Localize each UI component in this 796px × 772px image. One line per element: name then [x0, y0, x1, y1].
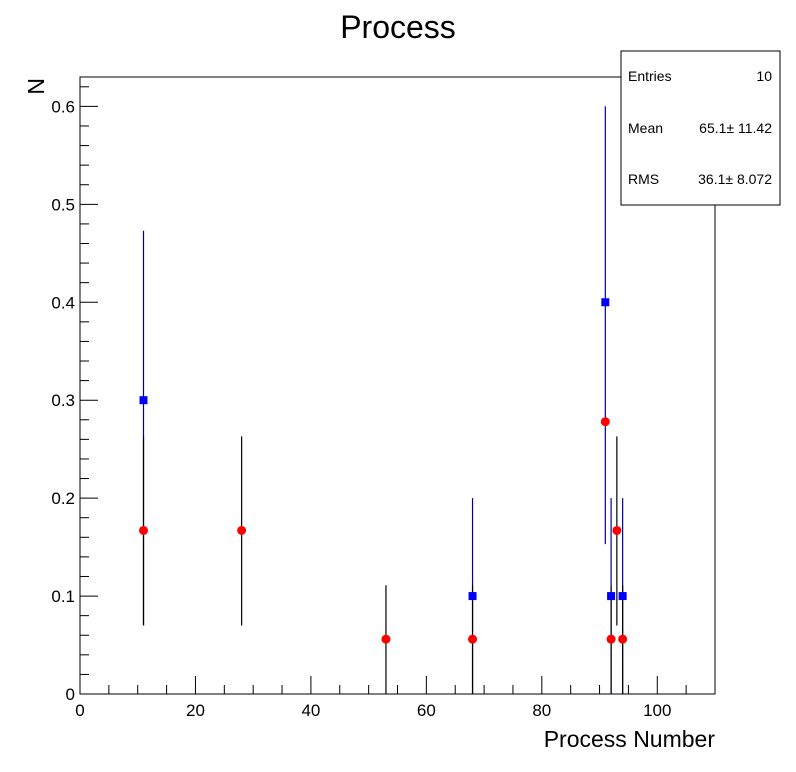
circle-marker	[612, 525, 622, 535]
plot-frame	[79, 76, 716, 695]
x-tick-label: 20	[186, 701, 205, 720]
x-tick-label: 0	[75, 701, 84, 720]
y-axis-label: N	[23, 78, 49, 95]
circle-marker	[618, 634, 628, 644]
y-tick-label: 0.1	[51, 587, 75, 606]
x-tick-label: 100	[643, 701, 671, 720]
square-marker	[139, 396, 148, 405]
y-tick-label: 0.6	[51, 97, 75, 116]
stats-entries-label: Entries	[628, 68, 672, 84]
y-tick-label: 0	[66, 685, 75, 704]
square-marker	[607, 592, 616, 601]
stats-mean-label: Mean	[628, 120, 663, 136]
axes-frame	[79, 76, 716, 695]
stats-entries-value: 10	[756, 68, 772, 84]
circle-marker	[468, 634, 478, 644]
x-axis-label: Process Number	[544, 726, 716, 752]
x-tick-label: 40	[301, 701, 320, 720]
stats-box: Entries 10 Mean 65.1± 11.42 RMS 36.1± 8.…	[620, 50, 781, 206]
stats-rms-label: RMS	[628, 171, 659, 187]
square-marker	[468, 592, 477, 601]
x-tick-label: 60	[417, 701, 436, 720]
data-markers	[139, 298, 628, 644]
y-tick-label: 0.4	[51, 293, 75, 312]
circle-marker	[600, 417, 610, 427]
y-tick-label: 0.5	[51, 195, 75, 214]
stats-mean-value: 65.1± 11.42	[699, 120, 772, 136]
axis-ticks: 0 20 40 60 80 100 0 0.1 0.2 0.3 0.4 0.5 0.6	[51, 86, 716, 720]
stats-box-frame	[620, 50, 781, 206]
circle-marker	[237, 525, 247, 535]
square-marker	[618, 592, 627, 601]
y-tick-label: 0.3	[51, 391, 75, 410]
x-tick-label: 80	[532, 701, 551, 720]
error-bars	[142, 106, 624, 694]
square-marker	[601, 298, 610, 307]
stats-rms-value: 36.1± 8.072	[698, 171, 772, 187]
chart-title: Process	[340, 9, 456, 45]
circle-marker	[139, 525, 148, 535]
circle-marker	[381, 634, 391, 644]
circle-marker	[606, 634, 616, 644]
y-tick-label: 0.2	[51, 489, 75, 508]
